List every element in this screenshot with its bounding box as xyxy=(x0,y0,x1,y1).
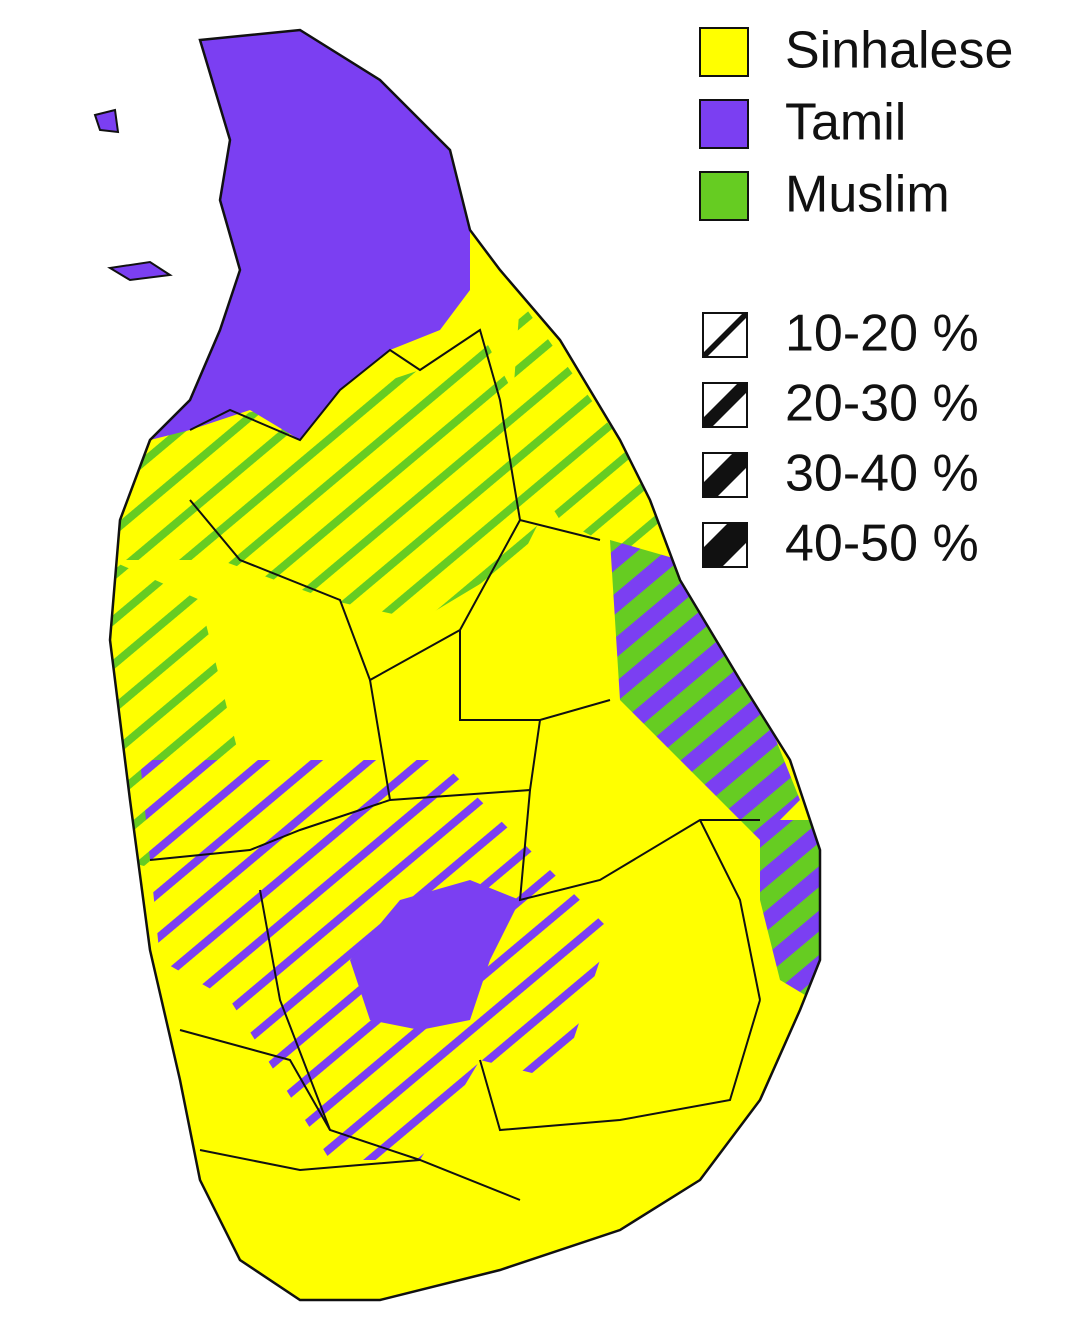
coastline xyxy=(108,28,822,1302)
legend-hatch xyxy=(703,453,747,497)
legend-swatch xyxy=(699,27,749,77)
legend-label: Muslim xyxy=(785,166,950,224)
legend-label: 20-30 % xyxy=(785,375,979,433)
legend-swatch xyxy=(699,171,749,221)
legend: 10-20 % 20-30 % 30-40 % 40-50 % xyxy=(702,305,979,573)
legend-hatch xyxy=(703,313,747,357)
island-islet xyxy=(93,108,120,134)
hatched-region xyxy=(760,820,820,1010)
hatched-region xyxy=(110,330,560,620)
legend-hatch xyxy=(703,383,747,427)
legend-label: Sinhalese xyxy=(785,22,1013,80)
hatched-region xyxy=(510,300,660,560)
island-islet xyxy=(107,260,173,282)
district-borders xyxy=(149,328,761,1201)
hatched-region xyxy=(610,540,800,840)
legend-label: 40-50 % xyxy=(785,515,979,573)
legend-label: Tamil xyxy=(785,94,906,152)
legend-label: 10-20 % xyxy=(785,305,979,363)
island xyxy=(110,30,820,1300)
legend-hatch xyxy=(703,523,747,567)
tamil-area xyxy=(150,30,470,440)
legend-swatch xyxy=(699,99,749,149)
tamil-area xyxy=(350,880,520,1030)
legend-label: 30-40 % xyxy=(785,445,979,503)
legend: Sinhalese Tamil Muslim xyxy=(699,22,1013,224)
